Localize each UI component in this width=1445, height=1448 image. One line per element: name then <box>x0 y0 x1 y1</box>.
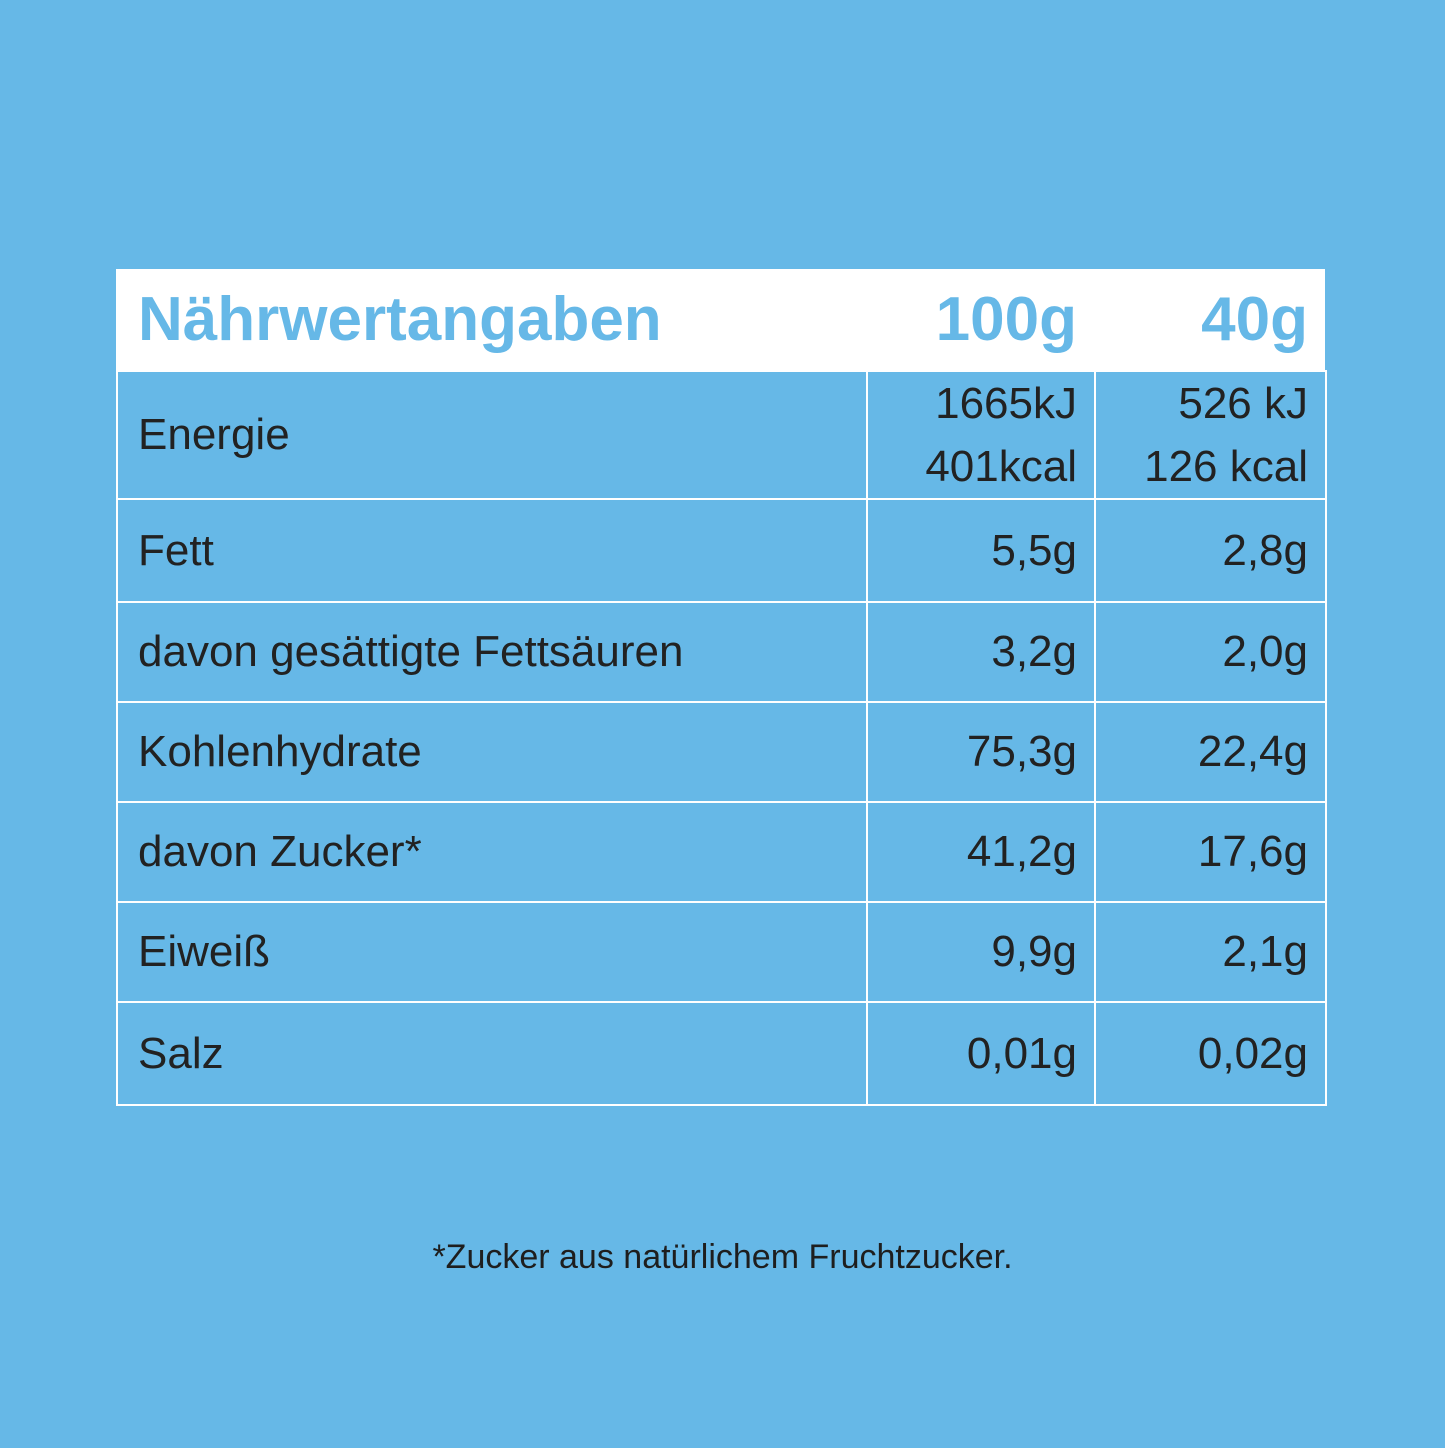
value-kj: 1665kJ <box>935 379 1077 428</box>
value-kcal: 401kcal <box>925 442 1077 491</box>
value-100g: 0,01g <box>866 1001 1096 1106</box>
value-100g: 9,9g <box>866 901 1096 1003</box>
value-40g: 2,8g <box>1094 498 1327 603</box>
value-100g: 41,2g <box>866 801 1096 903</box>
row-label: davon Zucker* <box>116 801 868 903</box>
row-label: Kohlenhydrate <box>116 701 868 803</box>
value-kj: 526 kJ <box>1178 379 1308 428</box>
value-kcal: 126 kcal <box>1144 442 1308 491</box>
table-title: Nährwertangaben <box>138 284 662 354</box>
footnote: *Zucker aus natürlichem Fruchtzucker. <box>432 1238 1013 1276</box>
table-row-protein: Eiweiß 9,9g 2,1g <box>116 901 1327 1003</box>
table-row-saturated-fat: davon gesättigte Fettsäuren 3,2g 2,0g <box>116 601 1327 703</box>
value-40g: 526 kJ 126 kcal <box>1094 370 1327 500</box>
value-100g: 1665kJ 401kcal <box>866 370 1096 500</box>
value-100g: 5,5g <box>866 498 1096 603</box>
column-header-40g: 40g <box>1201 284 1308 354</box>
table-header: Nährwertangaben 100g 40g <box>116 269 1325 370</box>
table-row-energy: Energie 1665kJ 401kcal 526 kJ 126 kcal <box>116 370 1327 500</box>
nutrition-table: Energie 1665kJ 401kcal 526 kJ 126 kcal F… <box>116 370 1327 1106</box>
nutrition-panel: Nährwertangaben 100g 40g Energie 1665kJ … <box>116 269 1327 1106</box>
value-100g: 3,2g <box>866 601 1096 703</box>
table-row-sugar: davon Zucker* 41,2g 17,6g <box>116 801 1327 903</box>
value-40g: 2,0g <box>1094 601 1327 703</box>
row-label: Fett <box>116 498 868 603</box>
table-row-carbohydrates: Kohlenhydrate 75,3g 22,4g <box>116 701 1327 803</box>
value-40g: 0,02g <box>1094 1001 1327 1106</box>
value-100g: 75,3g <box>866 701 1096 803</box>
table-row-salt: Salz 0,01g 0,02g <box>116 1001 1327 1106</box>
row-label: Eiweiß <box>116 901 868 1003</box>
row-label: davon gesättigte Fettsäuren <box>116 601 868 703</box>
row-label: Energie <box>116 370 868 500</box>
row-label: Salz <box>116 1001 868 1106</box>
value-40g: 22,4g <box>1094 701 1327 803</box>
column-header-100g: 100g <box>935 284 1077 354</box>
table-row-fat: Fett 5,5g 2,8g <box>116 498 1327 603</box>
value-40g: 17,6g <box>1094 801 1327 903</box>
value-40g: 2,1g <box>1094 901 1327 1003</box>
